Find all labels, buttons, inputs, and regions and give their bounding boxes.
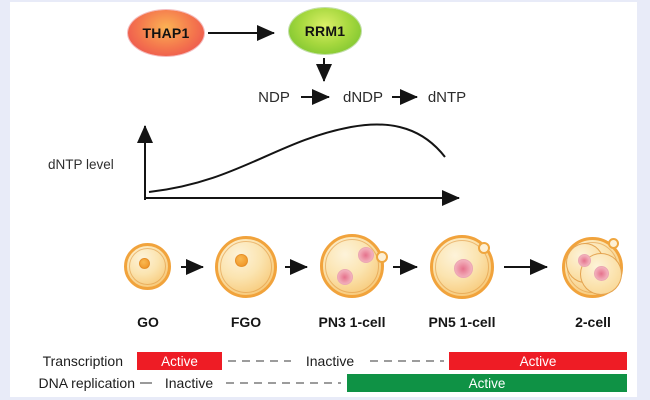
dntp-label: dNTP <box>427 89 467 106</box>
stage-label-pn5: PN5 1-cell <box>428 314 496 330</box>
transcription-active-bar-late: Active <box>449 352 627 370</box>
cell-go <box>124 243 171 290</box>
stage-label-go: GO <box>137 314 159 330</box>
transcription-active-bar-late-text: Active <box>519 353 557 369</box>
2cell-blastomere-right <box>580 253 622 295</box>
transcription-row-label: Transcription <box>42 353 123 369</box>
2cell-nucleus-right <box>594 266 609 281</box>
frame-border-top <box>0 0 650 2</box>
cell-pn3-1cell <box>320 234 388 298</box>
dntp-level-curve <box>148 123 446 193</box>
dndp-label: dNDP <box>342 89 383 106</box>
go-nucleolus <box>139 258 150 269</box>
frame-border-right <box>637 0 650 400</box>
frame-border-left <box>0 0 10 400</box>
rrm1-node: RRM1 <box>289 8 361 54</box>
pn5-pronucleus <box>454 259 473 278</box>
thap1-label: THAP1 <box>142 25 190 41</box>
pn3-polar-body <box>376 251 388 263</box>
dna-replication-row-label: DNA replication <box>38 375 136 391</box>
cell-2cell <box>562 237 623 298</box>
fgo-nucleolus <box>235 254 248 267</box>
cell-pn5-1cell <box>430 235 494 299</box>
transcription-active-bar-early: Active <box>137 352 222 370</box>
2cell-polar-body <box>608 238 619 249</box>
dna-replication-inactive-text: Inactive <box>164 375 214 391</box>
dna-replication-active-bar: Active <box>347 374 627 392</box>
frame-border-bottom <box>0 397 650 400</box>
cell-fgo <box>215 236 277 298</box>
transcription-active-bar-early-text: Active <box>161 353 198 369</box>
stage-label-fgo: FGO <box>230 314 262 330</box>
pn3-pronucleus-female <box>337 269 353 285</box>
stage-label-pn3: PN3 1-cell <box>318 314 386 330</box>
pn3-pronucleus-male <box>358 247 374 263</box>
stage-label-2cell: 2-cell <box>575 314 611 330</box>
graph-y-axis-label: dNTP level <box>48 157 114 172</box>
transcription-inactive-text: Inactive <box>305 353 355 369</box>
rrm1-label: RRM1 <box>304 23 346 39</box>
2cell-nucleus-left <box>578 254 591 267</box>
pn5-polar-body <box>478 242 490 254</box>
dna-replication-active-bar-text: Active <box>468 375 506 391</box>
thap1-node: THAP1 <box>128 10 204 56</box>
ndp-label: NDP <box>258 89 290 106</box>
